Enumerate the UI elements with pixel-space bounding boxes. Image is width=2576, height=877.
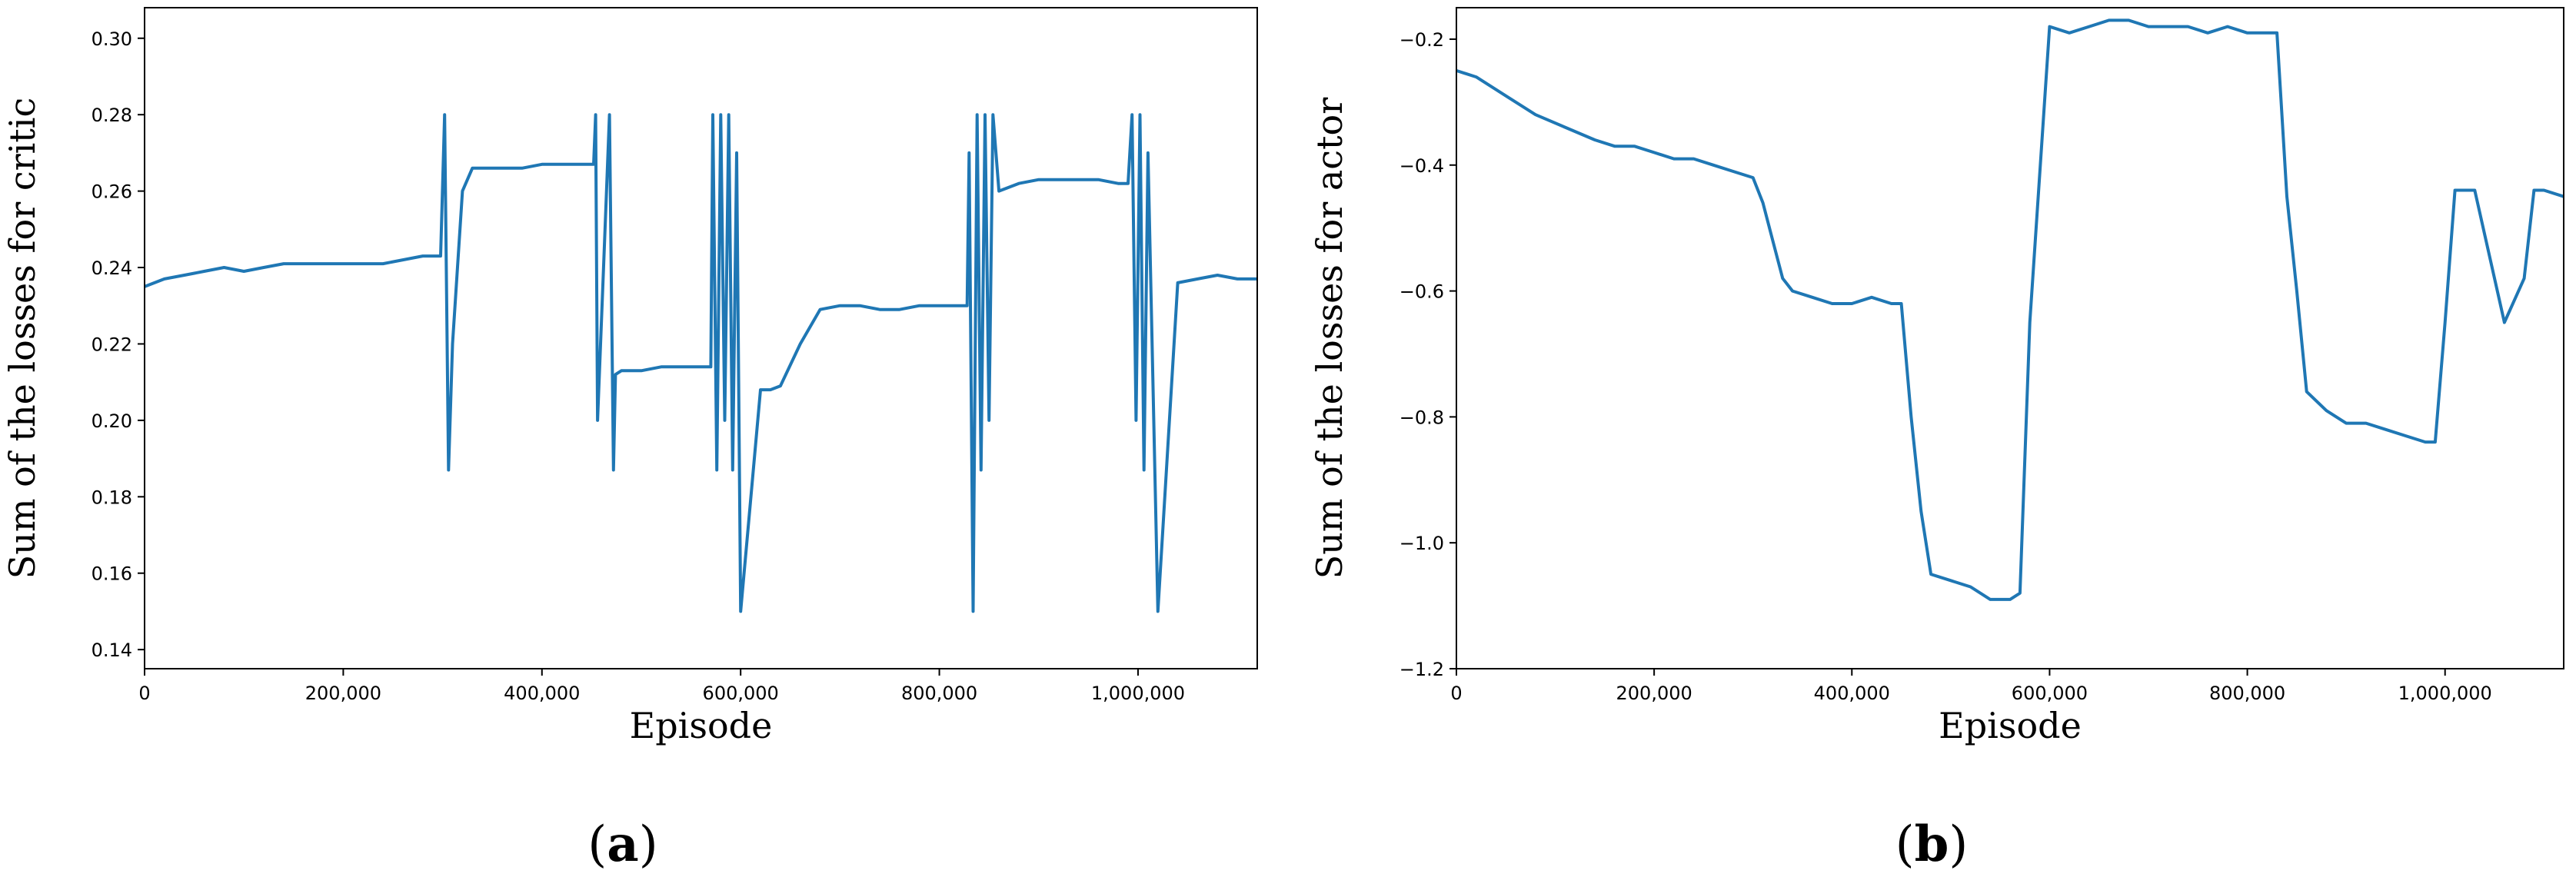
y-axis-ticks: −1.2 −1.0 −0.8 −0.6 −0.4 −0.2 bbox=[1399, 29, 1456, 680]
x-tick-label: 800,000 bbox=[2209, 683, 2285, 704]
x-tick-label: 0 bbox=[138, 683, 150, 704]
caption-open-paren: ( bbox=[587, 816, 607, 873]
chart-panel-b: −1.2 −1.0 −0.8 −0.6 −0.4 −0.2 0 200,000 400,000… bbox=[1309, 7, 2564, 873]
x-tick-label: 1,000,000 bbox=[2398, 683, 2492, 704]
x-tick-label: 200,000 bbox=[305, 683, 381, 704]
plot-frame bbox=[1456, 7, 2564, 669]
caption-open-paren: ( bbox=[1895, 816, 1915, 873]
y-tick-label: 0.28 bbox=[92, 105, 132, 126]
y-tick-label: −1.0 bbox=[1399, 533, 1444, 554]
x-tick-label: 400,000 bbox=[1814, 683, 1890, 704]
panel-caption-a: (a) bbox=[587, 816, 657, 873]
y-axis-label: Sum of the losses for actor bbox=[1309, 98, 1350, 579]
actor-loss-line bbox=[1456, 18, 2564, 601]
x-axis-ticks: 0 200,000 400,000 600,000 800,000 1,000,000 bbox=[1450, 669, 2492, 704]
x-tick-label: 1,000,000 bbox=[1091, 683, 1185, 704]
chart-panel-a: 0.14 0.16 0.18 0.20 0.22 0.24 0.26 0.28 0.30 0 20… bbox=[2, 7, 1258, 873]
x-tick-label: 600,000 bbox=[2012, 683, 2088, 704]
y-tick-label: 0.14 bbox=[92, 639, 132, 661]
y-axis-label: Sum of the losses for critic bbox=[2, 98, 43, 580]
caption-close-paren: ) bbox=[639, 816, 658, 873]
caption-close-paren: ) bbox=[1949, 816, 1968, 873]
y-tick-label: 0.30 bbox=[92, 28, 132, 50]
y-tick-label: 0.20 bbox=[92, 410, 132, 432]
y-tick-label: −0.4 bbox=[1399, 155, 1444, 177]
y-tick-label: 0.24 bbox=[92, 257, 132, 279]
x-tick-label: 400,000 bbox=[504, 683, 580, 704]
x-tick-label: 0 bbox=[1450, 683, 1462, 704]
critic-loss-line bbox=[144, 113, 1257, 613]
y-axis-ticks: 0.14 0.16 0.18 0.20 0.22 0.24 0.26 0.28 0.30 bbox=[92, 28, 145, 661]
x-tick-label: 600,000 bbox=[703, 683, 779, 704]
y-tick-label: −0.6 bbox=[1399, 281, 1444, 303]
panel-caption-b: (b) bbox=[1895, 816, 1969, 873]
plot-frame bbox=[144, 7, 1258, 669]
caption-letter-a: a bbox=[607, 816, 638, 873]
x-axis-label: Episode bbox=[630, 705, 773, 746]
y-tick-label: 0.26 bbox=[92, 181, 132, 203]
x-tick-label: 200,000 bbox=[1616, 683, 1692, 704]
caption-letter-b: b bbox=[1915, 816, 1949, 873]
x-axis-ticks: 0 200,000 400,000 600,000 800,000 1,000,000 bbox=[138, 669, 1185, 704]
y-tick-label: −0.8 bbox=[1399, 407, 1444, 428]
y-tick-label: 0.18 bbox=[92, 487, 132, 508]
y-tick-label: 0.16 bbox=[92, 563, 132, 585]
x-axis-label: Episode bbox=[1939, 705, 2082, 746]
y-tick-label: −1.2 bbox=[1399, 659, 1444, 680]
y-tick-label: 0.22 bbox=[92, 334, 132, 355]
x-tick-label: 800,000 bbox=[901, 683, 977, 704]
y-tick-label: −0.2 bbox=[1399, 29, 1444, 51]
